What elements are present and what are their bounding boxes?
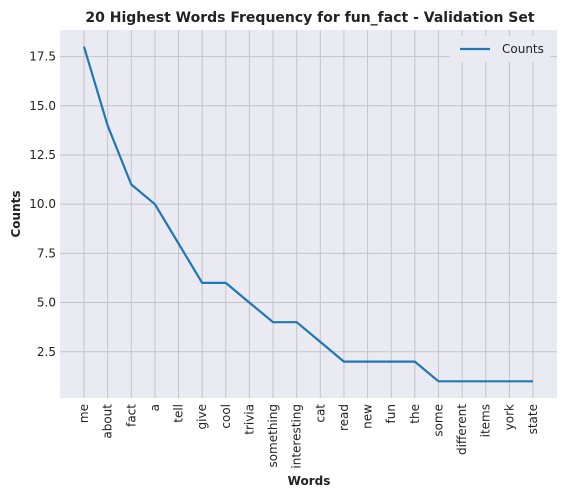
x-tick-label: trivia <box>242 404 256 435</box>
x-tick-label: about <box>101 404 115 439</box>
x-tick-label: give <box>195 404 209 429</box>
x-tick-label: fun <box>384 404 398 423</box>
x-tick-label: me <box>77 404 91 423</box>
x-tick-label: cat <box>313 404 327 423</box>
y-tick-label: 15.0 <box>29 99 56 113</box>
y-axis-label: Counts <box>9 190 23 237</box>
y-tick-label: 2.5 <box>37 345 56 359</box>
x-tick-label: some <box>431 404 445 437</box>
y-tick-label: 5.0 <box>37 296 56 310</box>
legend: Counts <box>450 36 550 62</box>
x-tick-label: the <box>408 404 422 424</box>
y-tick-label: 12.5 <box>29 148 56 162</box>
x-tick-label: tell <box>172 404 186 423</box>
x-tick-label: something <box>266 404 280 468</box>
x-tick-label: new <box>361 404 375 429</box>
x-tick-label: cool <box>219 404 233 429</box>
x-axis-ticks: me about fact a tell give cool trivia something i… <box>77 404 540 469</box>
x-tick-label: state <box>526 404 540 434</box>
y-tick-label: 7.5 <box>37 246 56 260</box>
x-tick-label: different <box>455 404 469 455</box>
legend-label-counts: Counts <box>502 42 544 56</box>
y-axis-ticks: 2.5 5.0 7.5 10.0 12.5 15.0 17.5 <box>29 50 56 359</box>
plot-area <box>60 30 557 398</box>
x-tick-label: interesting <box>290 404 304 469</box>
x-tick-label: a <box>148 404 162 411</box>
x-tick-label: fact <box>124 404 138 427</box>
x-tick-label: items <box>479 404 493 437</box>
x-tick-label: read <box>337 404 351 431</box>
grid-lines <box>60 30 557 398</box>
x-axis-label: Words <box>288 474 331 488</box>
series-line-counts <box>82 46 533 383</box>
y-tick-label: 17.5 <box>29 50 56 64</box>
chart-title: 20 Highest Words Frequency for fun_fact … <box>85 10 534 26</box>
y-tick-label: 10.0 <box>29 197 56 211</box>
x-tick-label: york <box>502 404 516 430</box>
